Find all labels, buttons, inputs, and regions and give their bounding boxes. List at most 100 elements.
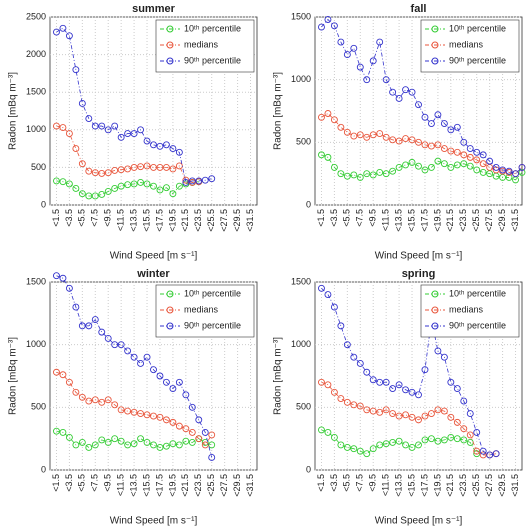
legend-marker xyxy=(166,322,174,330)
data-point xyxy=(117,182,125,190)
data-point xyxy=(162,141,170,149)
x-tick-label: <15.5 xyxy=(141,209,151,232)
data-point xyxy=(440,353,448,361)
chart-title: fall xyxy=(411,3,427,15)
data-point xyxy=(208,175,216,183)
data-point xyxy=(137,410,145,418)
data-point xyxy=(111,122,119,130)
data-point xyxy=(324,110,332,117)
data-point xyxy=(402,86,410,94)
data-point xyxy=(473,148,481,156)
data-point xyxy=(53,28,60,36)
legend-label: 10ᵗʰ percentile xyxy=(449,23,506,33)
data-point xyxy=(389,88,397,96)
data-point xyxy=(143,438,151,446)
data-point xyxy=(318,23,325,31)
x-tick-label: <15.5 xyxy=(406,209,416,232)
data-point xyxy=(91,122,99,130)
x-tick-label: <13.5 xyxy=(128,474,138,497)
x-tick-label: <25.5 xyxy=(471,474,481,497)
data-point xyxy=(318,426,325,434)
data-point xyxy=(91,192,99,200)
data-point xyxy=(402,411,410,419)
data-point xyxy=(363,76,371,84)
data-point xyxy=(53,272,60,280)
y-tick-label: 1000 xyxy=(291,74,311,84)
legend-marker xyxy=(166,306,174,314)
data-point xyxy=(162,442,170,450)
series-line xyxy=(321,154,523,181)
data-point xyxy=(72,185,80,192)
data-point xyxy=(395,163,403,171)
data-point xyxy=(208,431,216,439)
data-point xyxy=(156,163,164,171)
data-point xyxy=(143,162,151,170)
y-tick-label: 500 xyxy=(296,402,311,412)
y-tick-label: 1000 xyxy=(26,124,46,134)
data-point xyxy=(130,180,138,188)
x-tick-label: <13.5 xyxy=(128,209,138,232)
data-point xyxy=(65,130,73,138)
data-point xyxy=(337,170,345,178)
data-point xyxy=(208,454,216,461)
data-point xyxy=(195,435,203,443)
data-point xyxy=(117,406,125,414)
data-point xyxy=(382,170,390,178)
data-point xyxy=(324,16,332,23)
data-point xyxy=(382,378,390,386)
data-point xyxy=(117,437,125,445)
data-point xyxy=(447,413,455,421)
data-point xyxy=(350,44,358,52)
data-point xyxy=(337,395,345,403)
y-tick-label: 0 xyxy=(41,464,46,474)
data-point xyxy=(59,274,67,282)
legend-label: 10ᵗʰ percentile xyxy=(184,23,241,33)
data-point xyxy=(466,431,474,439)
data-point xyxy=(395,437,403,445)
data-point xyxy=(363,368,371,376)
y-tick-label: 0 xyxy=(41,199,46,209)
data-point xyxy=(460,397,468,405)
data-point xyxy=(318,378,325,386)
data-point xyxy=(169,418,177,426)
data-point xyxy=(53,122,60,130)
data-point xyxy=(175,422,183,430)
legend-label: medians xyxy=(184,39,219,49)
series-line xyxy=(321,381,497,456)
data-point xyxy=(130,353,138,361)
data-point xyxy=(117,133,125,141)
chart-title: spring xyxy=(402,268,436,280)
data-point xyxy=(479,168,487,176)
data-point xyxy=(201,428,209,436)
legend-marker xyxy=(431,25,439,33)
data-point xyxy=(324,428,332,436)
data-point xyxy=(415,101,422,109)
data-point xyxy=(150,366,157,374)
data-point xyxy=(427,142,435,150)
data-point xyxy=(440,145,448,153)
data-point xyxy=(330,22,338,30)
data-point xyxy=(124,165,132,173)
y-tick-label: 1500 xyxy=(26,276,46,286)
data-point xyxy=(473,447,481,455)
data-point xyxy=(324,291,332,298)
x-tick-label: <1.5 xyxy=(316,209,326,227)
data-point xyxy=(188,177,196,185)
x-tick-label: <31.5 xyxy=(510,209,520,232)
data-point xyxy=(363,450,371,458)
data-point xyxy=(175,182,183,190)
data-point xyxy=(208,441,216,449)
data-point xyxy=(389,136,397,144)
data-point xyxy=(499,166,507,174)
data-point xyxy=(98,436,106,444)
data-point xyxy=(98,191,106,198)
data-point xyxy=(330,303,338,311)
data-point xyxy=(53,177,60,185)
data-point xyxy=(156,372,164,380)
data-point xyxy=(473,428,481,436)
x-tick-label: <29.5 xyxy=(497,209,507,232)
data-point xyxy=(124,407,132,415)
data-point xyxy=(434,347,442,355)
data-point xyxy=(65,284,73,292)
